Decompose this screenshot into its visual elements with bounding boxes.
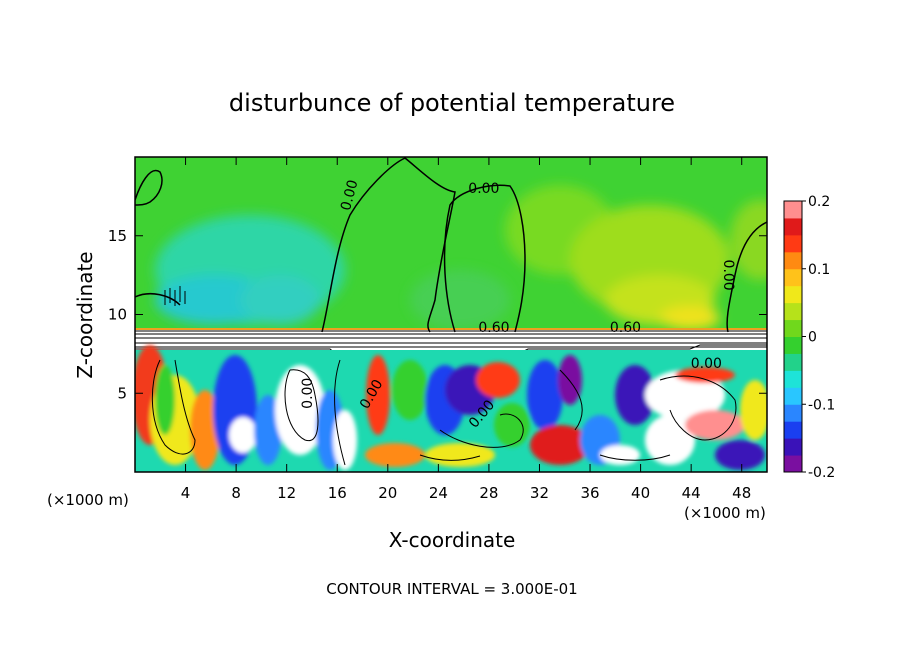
- x-tick-label: 20: [378, 484, 397, 502]
- contour-interval-note: CONTOUR INTERVAL = 3.000E-01: [326, 580, 577, 598]
- y-axis-title: Z-coordinate: [73, 251, 97, 378]
- x-tick-label: 40: [631, 484, 650, 502]
- colorbar-swatch: [784, 370, 802, 388]
- colorbar-tick-label: -0.1: [808, 397, 835, 413]
- colorbar-swatch: [784, 201, 802, 219]
- x-tick-label: 48: [732, 484, 751, 502]
- colorbar-swatch: [784, 387, 802, 405]
- contour-label: 0.00: [691, 356, 722, 372]
- x-tick-label: 16: [328, 484, 347, 502]
- contour-label: 0.60: [478, 320, 509, 336]
- x-tick-label: 8: [231, 484, 241, 502]
- contour-label: 0.60: [610, 320, 641, 336]
- colorbar-swatch: [784, 234, 802, 253]
- heatmap-field: 0.00 0.000.000.60 0.600.000.00 0.000.00: [135, 157, 767, 472]
- x-tick-label: 32: [530, 484, 549, 502]
- x-tick-label: 28: [479, 484, 498, 502]
- x-tick-label: 4: [181, 484, 191, 502]
- colorbar-tick-label: -0.2: [808, 465, 835, 481]
- y-tick-label: 10: [108, 306, 127, 324]
- colorbar-tick-label: 0: [808, 330, 817, 346]
- colorbar-swatch: [784, 336, 802, 354]
- y-axis: 5 10 15: [108, 227, 767, 402]
- colorbar-tick-label: 0.1: [808, 262, 830, 278]
- x-tick-label: 44: [682, 484, 701, 502]
- colorbar-tick-label: 0.2: [808, 194, 830, 210]
- colorbar-swatch: [784, 217, 802, 236]
- chart-title: disturbunce of potential temperature: [229, 89, 675, 117]
- colorbar-swatch: [784, 353, 802, 371]
- x-unit-left: (×1000 m): [47, 491, 129, 509]
- x-tick-label: 36: [580, 484, 599, 502]
- y-tick-label: 5: [117, 384, 127, 402]
- colorbar-swatch: [784, 319, 802, 337]
- contour-label: 0.00: [338, 178, 362, 212]
- colorbar-swatch: [784, 302, 802, 321]
- colorbar-swatch: [784, 251, 802, 270]
- colorbar-swatch: [784, 268, 802, 287]
- colorbar-swatch: [784, 421, 802, 439]
- contour-label: 0.00: [300, 378, 316, 409]
- x-tick-label: 24: [429, 484, 448, 502]
- y-tick-label: 15: [108, 227, 127, 245]
- contour-labels: 0.00 0.000.000.60 0.600.000.00 0.000.00: [300, 178, 736, 431]
- colorbar-swatch: [784, 285, 802, 304]
- colorbar-swatch: [784, 404, 802, 422]
- x-unit-right: (×1000 m): [684, 504, 766, 522]
- x-axis-title: X-coordinate: [389, 528, 516, 552]
- colorbar: 0.2 0.1 0 -0.1 -0.2: [783, 194, 835, 481]
- x-axis: 4 8 12 16 20 24 28 32 36 40 44 48: [181, 157, 751, 502]
- contour-label: 0.00: [468, 181, 499, 197]
- x-tick-label: 12: [277, 484, 296, 502]
- contour-label: 0.00: [720, 260, 736, 291]
- colorbar-swatch: [784, 438, 802, 456]
- colorbar-swatch: [784, 455, 802, 473]
